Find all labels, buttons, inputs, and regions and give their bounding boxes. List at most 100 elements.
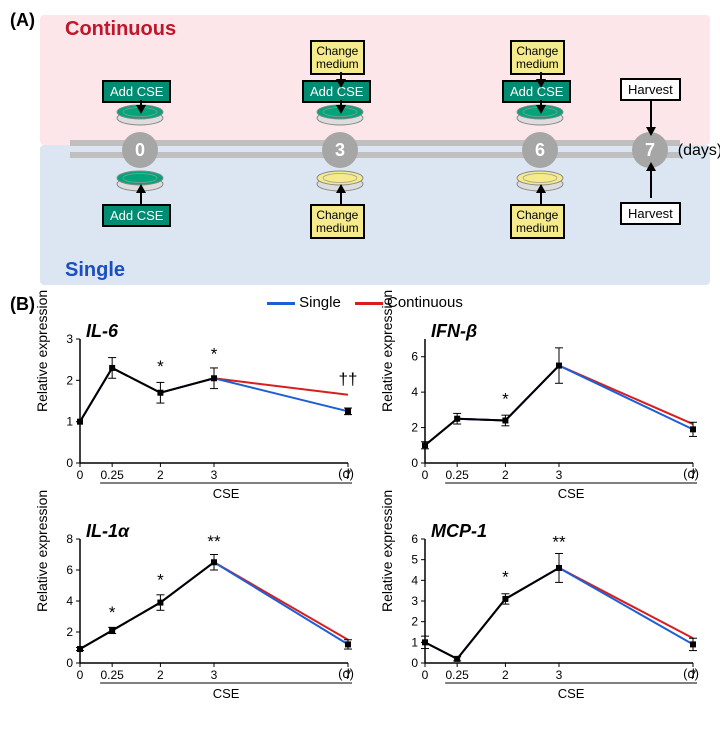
svg-text:3: 3 (556, 668, 563, 682)
legend-single-text: Single (299, 294, 341, 311)
svg-text:0: 0 (411, 656, 418, 670)
arrow-head (646, 162, 656, 171)
svg-text:2: 2 (502, 468, 509, 482)
legend-continuous-text: Continuous (387, 294, 463, 311)
svg-text:*: * (211, 345, 218, 364)
y-axis-label: Relative expression (34, 290, 50, 412)
arrow (540, 192, 542, 204)
arrow-head (536, 184, 546, 193)
chart: 012345600.25237CSE***MCP-1Relative expre… (375, 517, 705, 707)
arrow (650, 100, 652, 128)
x-unit: (d) (338, 666, 354, 681)
svg-text:*: * (109, 603, 116, 622)
svg-text:*: * (157, 571, 164, 590)
x-unit: (d) (683, 666, 699, 681)
panel-a-label: (A) (10, 10, 35, 31)
svg-text:1: 1 (66, 415, 73, 429)
arrow-head (136, 184, 146, 193)
svg-text:6: 6 (411, 350, 418, 364)
arrow-head (336, 79, 346, 88)
svg-text:2: 2 (157, 468, 164, 482)
y-axis-label: Relative expression (34, 490, 50, 612)
svg-text:0: 0 (66, 456, 73, 470)
arrow (340, 192, 342, 204)
svg-text:2: 2 (502, 668, 509, 682)
single-label: Single (65, 259, 125, 282)
legend: Single Continuous (10, 294, 710, 311)
svg-text:3: 3 (556, 468, 563, 482)
svg-text:2: 2 (411, 615, 418, 629)
chart: 012300.25237CSE**††IL-6Relative expressi… (30, 317, 360, 507)
svg-text:0.25: 0.25 (445, 668, 469, 682)
add-cse-box: Add CSE (102, 80, 171, 103)
svg-text:**: ** (207, 532, 221, 551)
change-medium-box: Changemedium (310, 40, 365, 75)
svg-text:*: * (502, 390, 509, 409)
svg-text:0: 0 (422, 468, 429, 482)
day-node: 0 (122, 132, 158, 168)
svg-text:CSE: CSE (213, 486, 240, 501)
svg-text:2: 2 (157, 668, 164, 682)
svg-text:0: 0 (422, 668, 429, 682)
svg-text:CSE: CSE (558, 486, 585, 501)
svg-text:0.25: 0.25 (100, 668, 124, 682)
svg-text:0: 0 (411, 456, 418, 470)
svg-text:8: 8 (66, 532, 73, 546)
chart: 0246800.25237CSE****IL-1αRelative expres… (30, 517, 360, 707)
svg-text:2: 2 (411, 421, 418, 435)
y-axis-label: Relative expression (379, 290, 395, 412)
gene-title: IFN-β (431, 321, 477, 342)
svg-text:3: 3 (411, 594, 418, 608)
day-node: 3 (322, 132, 358, 168)
legend-single-line (267, 302, 295, 305)
arrow-head (336, 105, 346, 114)
day-node: 6 (522, 132, 558, 168)
arrow-head (536, 105, 546, 114)
svg-text:0: 0 (77, 468, 84, 482)
svg-text:CSE: CSE (213, 686, 240, 701)
svg-text:*: * (502, 567, 509, 586)
svg-text:2: 2 (66, 625, 73, 639)
charts-grid: 012300.25237CSE**††IL-6Relative expressi… (30, 317, 710, 707)
svg-text:0.25: 0.25 (445, 468, 469, 482)
arrow-head (646, 127, 656, 136)
harvest-box: Harvest (620, 78, 681, 101)
gene-title: IL-1α (86, 521, 129, 542)
svg-text:4: 4 (411, 385, 418, 399)
svg-text:0: 0 (66, 656, 73, 670)
harvest-box: Harvest (620, 202, 681, 225)
gene-title: MCP-1 (431, 521, 487, 542)
svg-text:5: 5 (411, 553, 418, 567)
panel-b-label: (B) (10, 294, 35, 315)
svg-text:3: 3 (211, 468, 218, 482)
change-medium-box: Changemedium (510, 40, 565, 75)
arrow (140, 192, 142, 204)
svg-text:4: 4 (411, 573, 418, 587)
chart: 024600.25237CSE*IFN-βRelative expression… (375, 317, 705, 507)
svg-text:3: 3 (211, 668, 218, 682)
svg-text:3: 3 (66, 332, 73, 346)
y-axis-label: Relative expression (379, 490, 395, 612)
svg-text:**: ** (552, 532, 566, 551)
change-medium-box: Changemedium (310, 204, 365, 239)
panel-a: (A) Continuous Single (days) 0Add CSEAdd… (10, 10, 710, 290)
svg-text:††: †† (339, 369, 358, 388)
x-unit: (d) (338, 466, 354, 481)
arrow (650, 170, 652, 198)
x-unit: (d) (683, 466, 699, 481)
days-label: (days) (678, 142, 720, 160)
svg-text:*: * (157, 357, 164, 376)
arrow-head (336, 184, 346, 193)
svg-text:0: 0 (77, 668, 84, 682)
add-cse-box: Add CSE (102, 204, 171, 227)
timeline (70, 138, 680, 162)
svg-text:CSE: CSE (558, 686, 585, 701)
svg-text:6: 6 (66, 563, 73, 577)
arrow-head (536, 79, 546, 88)
gene-title: IL-6 (86, 321, 118, 342)
arrow-head (136, 105, 146, 114)
panel-b: (B) Single Continuous 012300.25237CSE**†… (10, 294, 710, 707)
svg-text:2: 2 (66, 373, 73, 387)
svg-text:0.25: 0.25 (100, 468, 124, 482)
svg-text:4: 4 (66, 594, 73, 608)
